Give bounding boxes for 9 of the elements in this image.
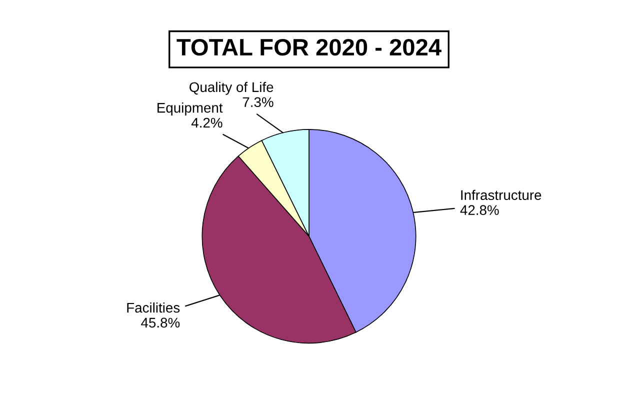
data-label: 7.3% xyxy=(242,97,274,108)
slice-label: Quality of Life xyxy=(190,82,274,95)
data-label: 4.2% xyxy=(191,118,222,128)
slice-label: Equipment xyxy=(158,102,223,116)
slice-label: Infrastructure xyxy=(461,190,542,200)
slice-label: Facilities xyxy=(127,302,180,313)
chart-title: TOTAL FOR 2020 - 2024 xyxy=(176,38,442,56)
data-label: 42.8% xyxy=(460,205,499,215)
data-label: 45.8% xyxy=(141,318,180,328)
